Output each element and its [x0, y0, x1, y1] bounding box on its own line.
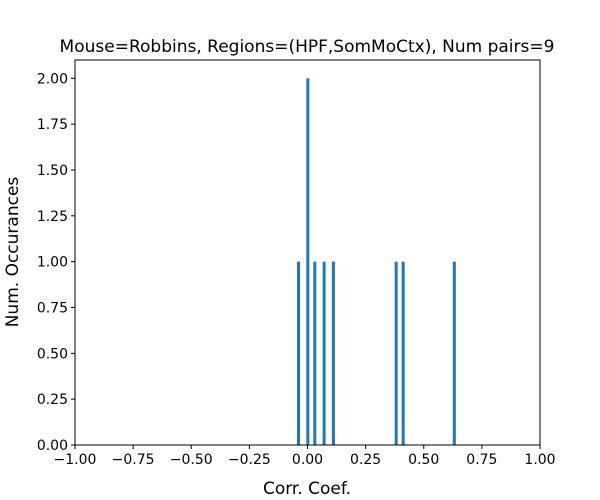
histogram-bar	[401, 261, 405, 445]
plot-frame	[74, 59, 541, 446]
histogram-bar	[394, 261, 398, 445]
x-tick-label: −0.75	[112, 452, 155, 468]
histogram-bar	[297, 261, 301, 445]
y-tick-label: 1.75	[37, 117, 68, 133]
y-tick-label: 0.75	[37, 301, 68, 317]
x-tick-label: 1.00	[524, 452, 555, 468]
histogram-bar	[313, 261, 317, 445]
y-tick-label: 0.00	[37, 438, 68, 454]
x-axis-label: Corr. Coef.	[263, 479, 351, 499]
y-tick-label: 1.25	[37, 209, 68, 225]
histogram-bar	[322, 261, 326, 445]
x-tick-label: 0.50	[408, 452, 439, 468]
x-tick-label: 0.00	[292, 452, 323, 468]
y-tick-label: 1.50	[37, 163, 68, 179]
x-axis-ticks: −1.00 −0.75 −0.50 −0.25 0.00 0.25 0.50 0.75 1.00	[54, 445, 556, 468]
histogram-bar	[331, 261, 335, 445]
y-axis-label: Num. Occurances	[3, 177, 23, 328]
x-tick-label: −0.25	[228, 452, 271, 468]
y-tick-label: 0.25	[37, 392, 68, 408]
y-tick-label: 2.00	[37, 71, 68, 87]
y-tick-label: 0.50	[37, 346, 68, 362]
x-tick-label: 0.25	[350, 452, 381, 468]
chart-title: Mouse=Robbins, Regions=(HPF,SomMoCtx), N…	[60, 37, 555, 57]
histogram-bar	[306, 78, 310, 445]
y-tick-label: 1.00	[37, 255, 68, 271]
x-tick-label: 0.75	[466, 452, 497, 468]
bars-group	[297, 78, 456, 445]
y-axis-ticks: 0.00 0.25 0.50 0.75 1.00 1.25 1.50 1.75 2.00	[37, 71, 75, 454]
histogram-bar	[452, 261, 456, 445]
x-tick-label: −1.00	[54, 452, 97, 468]
x-tick-label: −0.50	[170, 452, 213, 468]
